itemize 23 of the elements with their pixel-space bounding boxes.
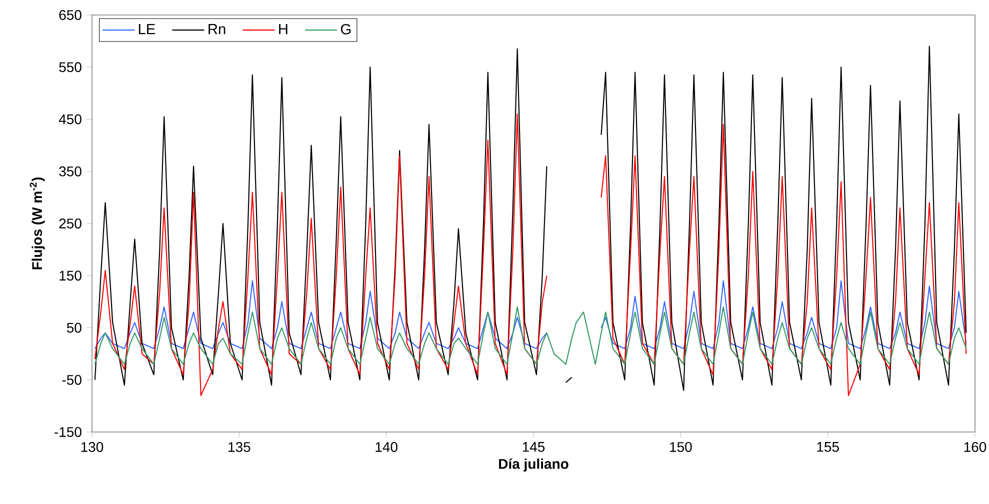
legend-label: LE (138, 24, 156, 34)
y-tick-label: 550 (59, 62, 82, 72)
x-tick-label: 150 (670, 442, 692, 452)
legend-label: H (279, 24, 288, 34)
y-tick-label: 50 (66, 322, 82, 333)
x-tick-label: 155 (817, 442, 839, 452)
x-tick-label: 135 (228, 442, 250, 452)
y-tick-label: 450 (58, 114, 82, 124)
x-tick-label: 160 (964, 442, 986, 452)
line-series (94, 306, 967, 365)
x-tick-label: 145 (522, 442, 545, 452)
y-tick-label: 150 (60, 270, 82, 281)
legend-label: G (340, 24, 351, 34)
y-tick-label: 250 (59, 218, 82, 228)
x-axis-title: Día juliano (499, 458, 568, 472)
y-tick-label: 350 (59, 166, 82, 176)
y-tick-label: 650 (59, 10, 82, 20)
y-tick-label: -50 (62, 374, 82, 385)
x-tick-label: 130 (81, 442, 104, 452)
x-tick-label: 140 (376, 442, 398, 452)
y-tick-label: -150 (54, 427, 82, 437)
y-axis-title: Flujos (W m$^{-2}$) (30, 178, 45, 270)
legend-label: Rn (208, 24, 226, 34)
